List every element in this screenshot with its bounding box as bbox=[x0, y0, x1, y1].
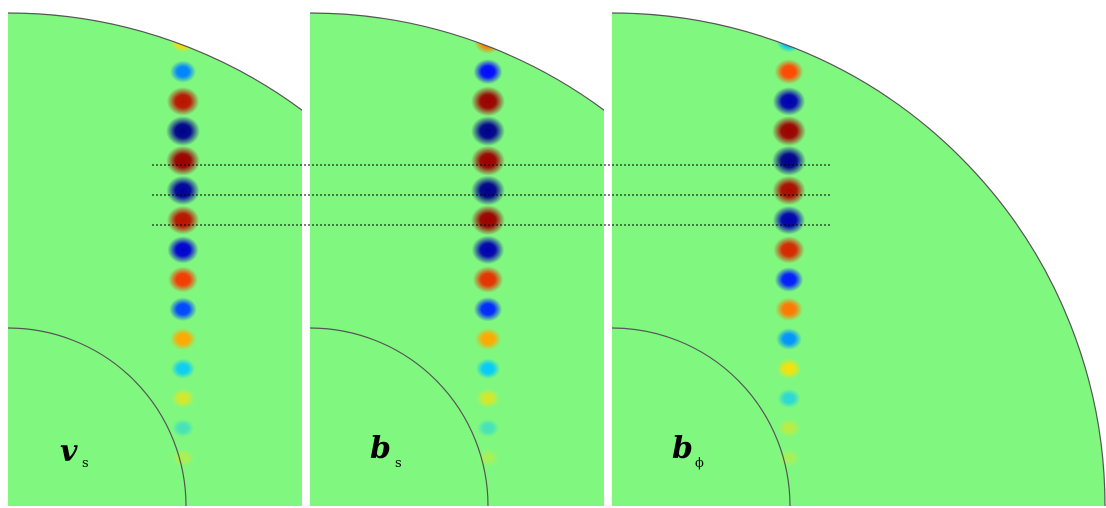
field-blob bbox=[471, 205, 505, 236]
field-blob bbox=[169, 327, 197, 351]
outer-boundary bbox=[8, 12, 302, 112]
field-blob bbox=[772, 145, 806, 176]
field-blob bbox=[775, 297, 803, 322]
field-blob bbox=[473, 59, 503, 85]
field-blob bbox=[166, 205, 200, 235]
field-blob bbox=[475, 358, 501, 379]
guide-lines bbox=[152, 164, 832, 226]
field-blob bbox=[166, 116, 200, 147]
field-blob bbox=[171, 388, 195, 408]
field-blob bbox=[777, 419, 801, 438]
field-blob bbox=[472, 266, 504, 293]
panel-label-bphi: b bbox=[672, 431, 693, 466]
field-blob bbox=[774, 267, 804, 292]
panel-background bbox=[8, 13, 302, 506]
outer-boundary bbox=[612, 12, 1106, 506]
panel-subscript-bs: s bbox=[395, 456, 402, 471]
field-blob bbox=[166, 145, 200, 176]
panel-label-bs: b bbox=[370, 431, 391, 466]
field-blob bbox=[772, 116, 806, 147]
outer-boundary bbox=[310, 12, 604, 112]
field-blob bbox=[169, 297, 197, 322]
field-blob bbox=[774, 59, 804, 85]
panel-background bbox=[310, 13, 604, 506]
inner-boundary bbox=[310, 327, 489, 506]
field-blob bbox=[776, 358, 802, 379]
field-blob bbox=[170, 358, 196, 379]
field-blob bbox=[172, 448, 194, 467]
field-blob bbox=[772, 87, 806, 116]
field-blob bbox=[471, 86, 505, 117]
field-blob bbox=[476, 419, 500, 438]
field-blob bbox=[473, 297, 503, 322]
field-blob bbox=[773, 236, 805, 264]
inner-boundary bbox=[612, 327, 791, 506]
panel-subscript-vs: s bbox=[82, 456, 89, 471]
field-blob bbox=[167, 236, 199, 264]
field-blob bbox=[776, 328, 802, 350]
panel-subscript-bphi: ϕ bbox=[695, 456, 704, 471]
inner-boundary bbox=[8, 327, 187, 506]
field-blob bbox=[777, 388, 801, 408]
field-blob bbox=[477, 449, 499, 467]
panel-bs bbox=[310, 12, 604, 506]
panel-vs bbox=[8, 12, 302, 506]
field-blob bbox=[476, 388, 500, 408]
field-blob bbox=[772, 175, 806, 206]
field-blob bbox=[168, 266, 198, 293]
field-blob bbox=[471, 116, 505, 147]
panel-labels: v s b s b ϕ bbox=[60, 431, 704, 471]
panel-label-vs: v bbox=[60, 434, 78, 469]
field-blob bbox=[772, 205, 806, 235]
field-blob bbox=[471, 145, 505, 176]
field-blob bbox=[166, 87, 200, 116]
field-blob bbox=[474, 327, 502, 351]
field-blob bbox=[166, 175, 200, 206]
field-blob bbox=[171, 419, 195, 438]
field-blob bbox=[471, 175, 505, 206]
field-blob bbox=[169, 60, 197, 83]
field-blob bbox=[471, 235, 505, 265]
field-blob bbox=[778, 449, 800, 467]
